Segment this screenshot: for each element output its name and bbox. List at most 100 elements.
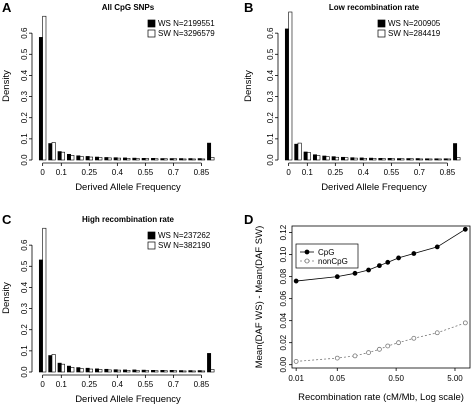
bar-sw [419,158,424,161]
x-tick-label: 0.50 [388,374,404,383]
x-tick-label: 0.4 [358,168,370,177]
data-point-cpg [334,274,340,280]
y-tick-label: 0.6 [20,239,29,251]
bar-ws [38,259,43,373]
y-tick-label: 0.5 [20,260,29,272]
bar-ws [207,142,212,161]
legend-label: CpG [318,248,334,257]
y-tick-label: 0.02 [279,334,288,350]
data-point-cpg [293,278,299,284]
bar-sw [381,158,386,161]
y-tick-label: 0.08 [279,268,288,284]
y-tick-label: 0.2 [266,112,275,124]
bar-ws [197,158,202,161]
x-tick-label: 0.55 [138,380,154,389]
bar-ws [425,158,430,161]
bar-sw [51,354,56,373]
x-tick-label: 0.7 [168,168,180,177]
x-tick-label: 0 [40,380,45,389]
y-tick-label: 0.4 [266,69,275,81]
data-point-noncpg [293,358,299,364]
legend-label: WS N=237262 [158,231,211,240]
legend-label: WS N=2199551 [158,19,215,28]
y-tick-label: 0.2 [20,324,29,336]
bar-ws [197,370,202,373]
bar-sw [182,370,187,373]
bar-ws [415,158,420,161]
bar-sw [191,158,196,161]
bar-sw [201,370,206,373]
bar-sw [182,158,187,161]
x-tick-label: 0.4 [112,380,124,389]
bar-sw [70,155,75,161]
x-tick-label: 0.1 [56,380,68,389]
bar-ws [378,158,383,161]
bar-ws [322,155,327,161]
series-line-noncpg [296,322,466,362]
x-tick-label: 0.1 [302,168,314,177]
bar-ws [141,369,146,373]
bar-sw [98,369,103,373]
bar-sw [89,368,93,373]
y-tick-label: 0.6 [266,27,275,39]
y-axis-label: Density [1,282,12,314]
bar-sw [154,370,159,373]
bar-sw [107,369,112,373]
legend-marker [304,258,310,264]
bar-ws [66,153,71,161]
bar-sw [372,158,377,161]
bar-ws [207,353,212,373]
data-point-cpg [366,267,371,273]
bar-sw [163,158,168,161]
bar-sw [61,151,65,161]
y-tick-label: 0.4 [20,69,29,81]
bar-sw [126,370,131,373]
bar-sw [335,156,339,161]
bar-sw [297,142,302,161]
y-tick-label: 0.0 [266,154,275,166]
x-axis-label: Derived Allele Frequency [75,182,181,193]
x-tick-label: 0.55 [384,168,400,177]
y-tick-label: 0.0 [20,154,29,166]
bar-sw [191,370,196,373]
bar-ws [350,157,355,161]
bar-ws [38,37,43,161]
bar-ws [284,28,289,161]
bar-ws [341,156,345,161]
bar-sw [154,158,159,161]
bar-sw [409,158,414,161]
legend-label: nonCpG [318,257,348,266]
bar-sw [70,367,75,373]
bar-ws [397,158,402,161]
y-axis-label: Density [243,70,254,102]
bar-sw [145,158,150,161]
x-tick-label: 0 [286,168,291,177]
bar-sw [428,158,433,161]
bar-sw [135,370,140,373]
panel-title: Low recombination rate [329,3,420,12]
bar-sw [79,156,84,161]
data-point-noncpg [377,346,382,352]
x-axis-label: Derived Allele Frequency [75,394,181,405]
bar-sw [353,157,358,161]
data-point-cpg [377,263,382,269]
panel-label: D [244,212,253,227]
y-axis-label: Density [1,70,12,102]
bar-ws [169,158,174,161]
x-tick-label: 0.25 [82,380,98,389]
y-tick-label: 0.2 [20,112,29,124]
legend-label: SW N=3296579 [158,29,215,38]
bar-ws [132,157,137,161]
bar-sw [210,157,215,161]
bar-sw [325,156,330,161]
bar-ws [95,368,99,373]
legend-swatch [147,241,156,250]
bar-ws [294,143,299,161]
bar-ws [57,151,62,161]
bar-ws [104,368,109,373]
bar-ws [104,157,109,161]
bar-ws [57,362,62,373]
x-tick-label: 0.1 [56,168,68,177]
bar-ws [303,151,308,161]
